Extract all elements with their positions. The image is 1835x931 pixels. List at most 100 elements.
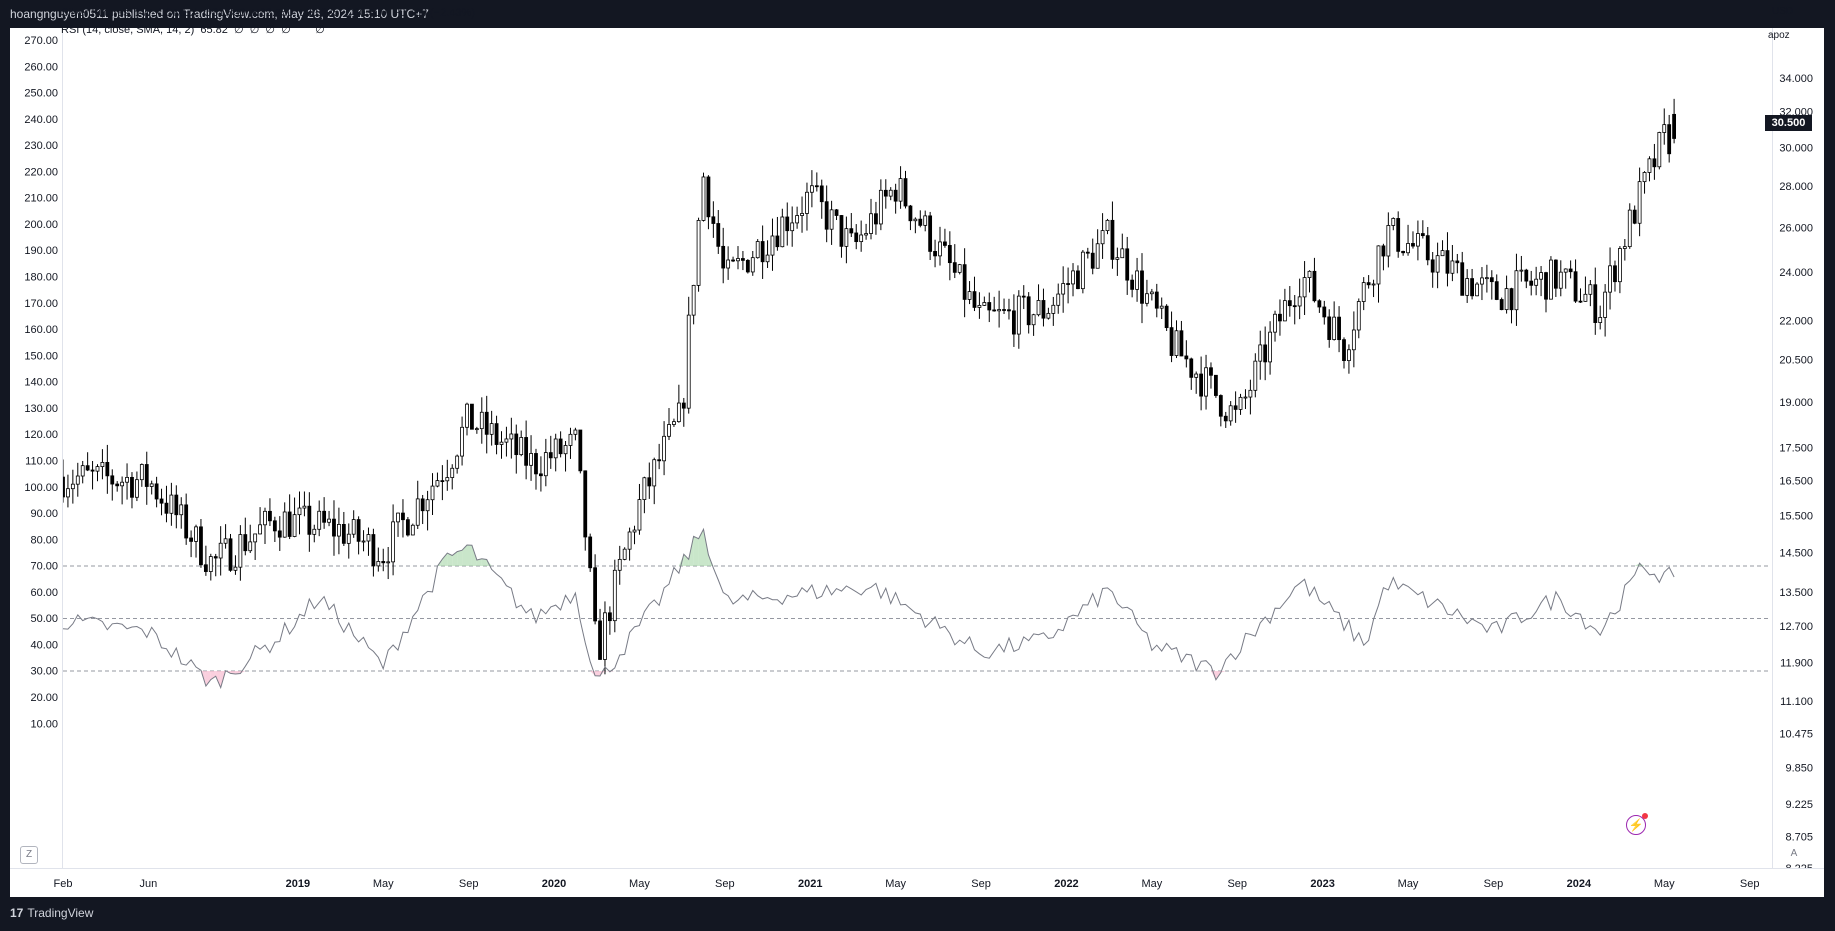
left-axis-tick-label: 130.00 — [24, 403, 58, 415]
candle-body — [410, 524, 415, 536]
candle-body — [435, 480, 440, 487]
candle-body — [1484, 277, 1489, 280]
candle-body — [1110, 219, 1115, 260]
candle-body — [1145, 293, 1149, 304]
candle-body — [1051, 304, 1056, 314]
candle-body — [878, 189, 883, 225]
currency-label[interactable]: USD — [1772, 6, 1794, 17]
candle-body — [908, 205, 913, 222]
candle-body — [100, 462, 105, 468]
candle-body — [1174, 330, 1179, 356]
candle-body — [805, 191, 809, 214]
candle-body — [588, 536, 593, 569]
candle-body — [499, 441, 504, 445]
candle-body — [1578, 300, 1583, 303]
rsi-legend[interactable]: RSI (14, close, SMA, 14, 2) 65.82 ∅ ∅ ∅ … — [61, 22, 475, 39]
price-scale-svg: 34.00032.00030.00028.00026.00024.00022.0… — [1779, 73, 1813, 875]
candle-body — [1327, 316, 1332, 340]
left-axis-tick-label: 150.00 — [24, 350, 58, 362]
candle-body — [1529, 280, 1534, 286]
candle-body — [194, 526, 198, 542]
candle-body — [1563, 268, 1568, 273]
right-axis-tick-label: 8.705 — [1785, 831, 1813, 843]
rsi-overbought-fill — [457, 550, 463, 566]
candle-body — [1041, 300, 1046, 319]
candle-body — [1598, 317, 1603, 323]
candle-body — [947, 245, 952, 264]
price-scale[interactable]: 34.000 32.000 30.000 28.000 26.000 24.000 22.0… — [1772, 28, 1825, 875]
candle-body — [938, 241, 942, 257]
candle-body — [1534, 278, 1539, 286]
candle-body — [376, 561, 381, 567]
candle-body — [509, 433, 514, 440]
candle-body — [277, 530, 282, 538]
candle-body — [297, 507, 302, 516]
candle-body — [681, 402, 686, 409]
candle-body — [218, 542, 223, 559]
candle-body — [272, 520, 277, 532]
lightning-icon[interactable]: ⚡ — [1626, 813, 1648, 835]
tradingview-logo[interactable]: 17 TradingView — [10, 906, 93, 920]
price-legend[interactable]: Silver Futures, 1W, COMEX O31.850 H32.75… — [61, 5, 475, 22]
time-axis-label: Sep — [459, 878, 479, 890]
candle-body — [711, 216, 716, 224]
candle-body — [1425, 235, 1430, 261]
candle-body — [268, 510, 272, 522]
left-axis-tick-label: 240.00 — [24, 114, 58, 126]
candle-body — [1371, 283, 1376, 286]
candle-body — [972, 291, 977, 308]
rsi-oversold-fill — [210, 671, 216, 680]
zoom-button[interactable]: Z — [20, 846, 38, 864]
candle-body — [164, 502, 169, 514]
candle-body — [957, 264, 962, 273]
candle-body — [854, 232, 859, 243]
plot-area[interactable] — [61, 28, 1771, 868]
candle-body — [809, 185, 814, 193]
rsi-oversold-fill — [595, 671, 601, 677]
candle-body — [1026, 296, 1031, 326]
candle-body — [647, 477, 652, 487]
rsi-legend-text: RSI (14, close, SMA, 14, 2) 65.82 ∅ ∅ ∅ … — [61, 24, 325, 36]
candle-body — [1401, 250, 1406, 254]
candle-body — [351, 519, 356, 535]
candle-body — [1090, 252, 1095, 269]
candle-body — [834, 209, 839, 216]
candle-body — [598, 620, 602, 660]
right-axis-tick-label: 28.000 — [1779, 181, 1813, 193]
candle-body — [1120, 248, 1125, 259]
auto-scale-button[interactable]: A — [1790, 848, 1798, 859]
right-axis-tick-label: 9.225 — [1785, 799, 1813, 811]
candle-body — [1558, 271, 1563, 289]
candle-body — [943, 241, 947, 246]
time-axis-label: 2023 — [1310, 878, 1334, 890]
candle-body — [465, 403, 469, 428]
candle-body — [1016, 295, 1021, 335]
candle-body — [425, 499, 430, 512]
candle-body — [1549, 259, 1553, 300]
candle-body — [1366, 282, 1371, 286]
candle-body — [829, 209, 834, 230]
left-scale[interactable]: 270.00 260.00 250.00 240.00 230.00 220.00 210.… — [10, 28, 63, 868]
time-scale[interactable]: Feb Jun 2019 May Sep 2020 May Sep 2021 May Sep 2022… — [10, 868, 1824, 898]
candle-body — [583, 470, 588, 538]
candle-body — [1396, 218, 1401, 252]
candle-body — [1076, 270, 1080, 290]
left-axis-tick-label: 220.00 — [24, 166, 58, 178]
candle-body — [125, 476, 129, 483]
candle-body — [1499, 299, 1504, 311]
candle-body — [977, 304, 982, 308]
candle-body — [1130, 279, 1135, 290]
candle-body — [430, 485, 435, 501]
candle-body — [859, 234, 864, 243]
time-axis-label: 2021 — [798, 878, 822, 890]
left-axis-tick-label: 70.00 — [30, 561, 58, 573]
rsi-overbought-fill — [678, 554, 684, 566]
candle-body — [1381, 245, 1386, 257]
candle-body — [514, 433, 519, 456]
candle-body — [1376, 245, 1381, 285]
candle-body — [1524, 269, 1529, 282]
candle-body — [381, 561, 386, 564]
candle-body — [548, 452, 553, 459]
candle-body — [933, 251, 937, 257]
candle-body — [1603, 291, 1608, 318]
